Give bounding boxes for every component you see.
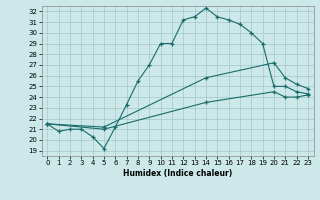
X-axis label: Humidex (Indice chaleur): Humidex (Indice chaleur) — [123, 169, 232, 178]
